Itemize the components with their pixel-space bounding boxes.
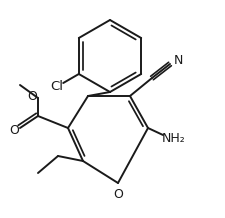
Text: Cl: Cl [50,80,63,93]
Text: O: O [9,124,19,138]
Text: O: O [112,187,122,201]
Text: NH₂: NH₂ [161,131,185,145]
Text: N: N [173,53,182,66]
Text: O: O [27,90,37,102]
